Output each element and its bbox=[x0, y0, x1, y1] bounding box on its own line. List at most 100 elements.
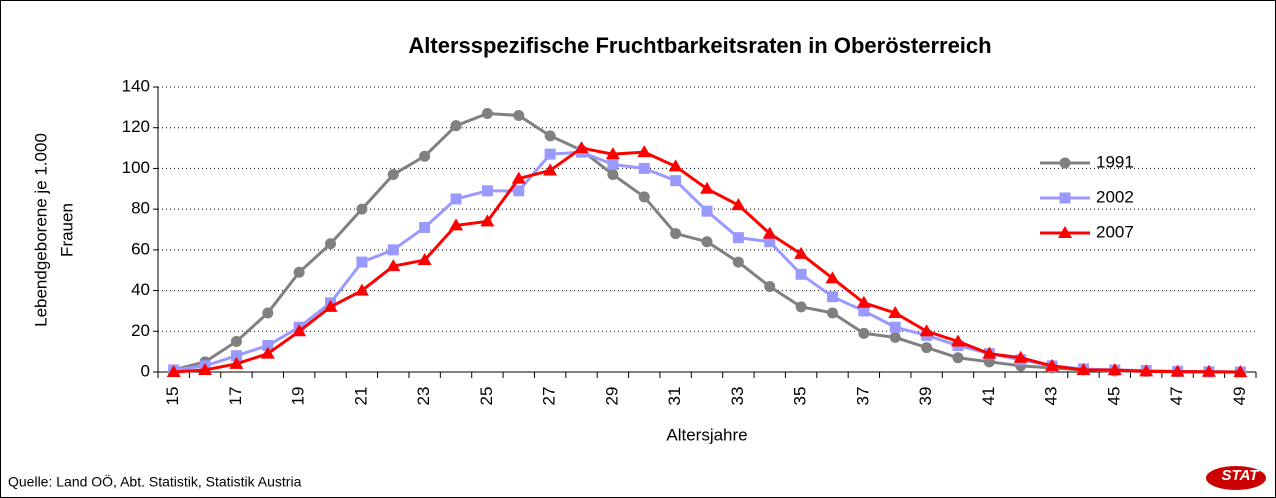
data-point bbox=[607, 158, 619, 170]
x-tick-label: 21 bbox=[351, 387, 370, 406]
data-point bbox=[856, 295, 871, 308]
data-point bbox=[1045, 358, 1060, 371]
data-point bbox=[826, 307, 838, 319]
data-point bbox=[293, 266, 305, 278]
y-axis-label: Lebendgeborene je 1.000 bbox=[31, 133, 50, 327]
data-point bbox=[826, 291, 838, 303]
y-tick-label: 80 bbox=[131, 199, 150, 218]
data-point bbox=[1201, 364, 1216, 377]
legend-label: 2002 bbox=[1096, 187, 1134, 206]
data-point bbox=[701, 236, 713, 248]
data-point bbox=[354, 283, 369, 296]
x-tick-label: 33 bbox=[728, 387, 747, 406]
data-point bbox=[762, 226, 777, 239]
data-point bbox=[858, 305, 870, 317]
data-point bbox=[513, 110, 525, 121]
legend-marker bbox=[1059, 157, 1071, 169]
source-note: Quelle: Land OÖ, Abt. Statistik, Statist… bbox=[8, 473, 302, 490]
data-point bbox=[858, 327, 870, 339]
data-point bbox=[356, 256, 368, 268]
data-point bbox=[670, 175, 682, 187]
data-point bbox=[921, 342, 933, 354]
x-tick-label: 39 bbox=[916, 387, 935, 406]
data-point bbox=[513, 185, 525, 197]
data-point bbox=[889, 321, 901, 333]
data-point bbox=[417, 253, 432, 266]
data-point bbox=[825, 271, 840, 284]
y-tick-label: 60 bbox=[131, 239, 150, 258]
data-point bbox=[356, 203, 368, 215]
data-point bbox=[795, 268, 807, 280]
data-point bbox=[1107, 362, 1122, 375]
x-tick-label: 19 bbox=[289, 387, 308, 406]
logo: STAT bbox=[1206, 466, 1266, 490]
logo-text: STAT bbox=[1222, 467, 1261, 484]
data-point bbox=[605, 147, 620, 160]
x-tick-label: 27 bbox=[540, 387, 559, 406]
data-point bbox=[481, 107, 493, 119]
y-tick-label: 40 bbox=[131, 280, 150, 299]
data-point bbox=[574, 141, 589, 154]
data-point bbox=[668, 159, 683, 172]
legend-marker bbox=[1059, 192, 1071, 204]
data-point bbox=[543, 163, 558, 176]
data-point bbox=[1233, 365, 1248, 377]
data-point bbox=[230, 350, 242, 362]
data-point bbox=[387, 169, 399, 181]
data-point bbox=[919, 324, 934, 337]
data-point bbox=[950, 334, 965, 347]
y-tick-label: 0 bbox=[141, 361, 150, 380]
data-point bbox=[387, 244, 399, 256]
data-point bbox=[481, 185, 493, 197]
x-tick-label: 35 bbox=[791, 387, 810, 406]
data-point bbox=[325, 238, 337, 250]
x-tick-label: 23 bbox=[414, 387, 433, 406]
data-point bbox=[323, 299, 338, 312]
data-point bbox=[450, 193, 462, 205]
data-point bbox=[450, 120, 462, 132]
data-point bbox=[982, 346, 997, 359]
data-point bbox=[262, 340, 274, 352]
x-tick-label: 31 bbox=[665, 387, 684, 406]
data-point bbox=[1013, 350, 1028, 363]
data-point bbox=[670, 228, 682, 240]
data-point bbox=[1170, 364, 1185, 377]
legend-marker bbox=[1058, 226, 1072, 238]
data-point bbox=[764, 236, 776, 248]
x-axis-label: Altersjahre bbox=[666, 425, 747, 444]
data-point bbox=[544, 130, 556, 142]
data-point bbox=[637, 145, 652, 158]
chart-title: Altersspezifische Fruchtbarkeitsraten in… bbox=[408, 33, 991, 58]
x-tick-label: 47 bbox=[1167, 387, 1186, 406]
data-point bbox=[1076, 362, 1091, 375]
legend-label: 2007 bbox=[1096, 222, 1134, 241]
x-tick-label: 17 bbox=[226, 387, 245, 406]
data-point bbox=[701, 205, 713, 217]
data-point bbox=[230, 335, 242, 347]
data-point bbox=[449, 218, 464, 231]
data-point bbox=[731, 198, 746, 211]
x-tick-label: 43 bbox=[1042, 387, 1061, 406]
data-point bbox=[544, 148, 556, 160]
data-point bbox=[292, 324, 307, 337]
y-tick-label: 20 bbox=[131, 321, 150, 340]
data-point bbox=[888, 305, 903, 318]
legend-label: 1991 bbox=[1096, 152, 1134, 171]
data-point bbox=[638, 191, 650, 203]
data-point bbox=[889, 331, 901, 343]
data-point bbox=[260, 346, 275, 359]
x-tick-label: 45 bbox=[1104, 387, 1123, 406]
data-point bbox=[419, 150, 431, 162]
x-tick-label: 29 bbox=[602, 387, 621, 406]
data-point bbox=[419, 221, 431, 233]
x-tick-label: 49 bbox=[1230, 387, 1249, 406]
data-point bbox=[795, 301, 807, 313]
data-point bbox=[732, 232, 744, 244]
data-point bbox=[700, 181, 714, 194]
y-tick-label: 120 bbox=[122, 117, 150, 136]
data-point bbox=[511, 171, 526, 184]
x-tick-label: 37 bbox=[853, 387, 872, 406]
data-point bbox=[386, 259, 401, 272]
